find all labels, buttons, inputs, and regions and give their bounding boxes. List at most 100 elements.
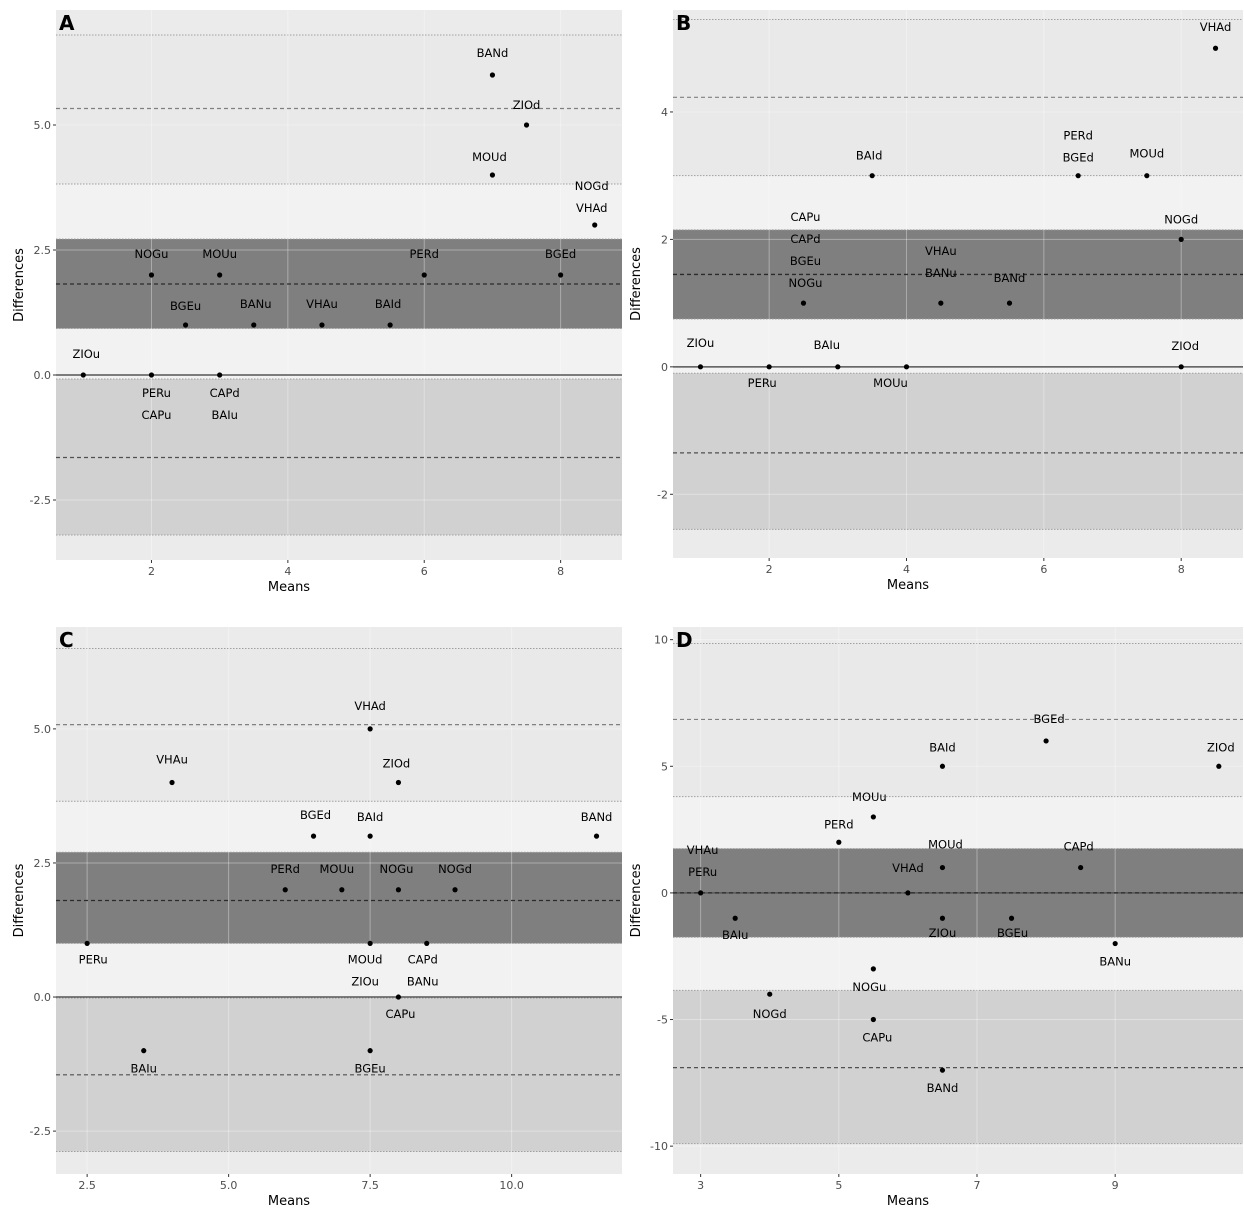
point-label: NOGu [789, 276, 823, 290]
y-tick-label: -5 [657, 1014, 668, 1027]
y-tick-label: 5 [661, 760, 668, 773]
point-label: BANu [240, 297, 272, 311]
point-label: VHAu [306, 297, 338, 311]
data-point [835, 364, 841, 370]
point-label: ZIOd [383, 757, 411, 771]
point-label: BAId [856, 149, 882, 163]
point-label: PERd [409, 247, 439, 261]
point-label: BAId [375, 297, 401, 311]
y-tick-label: -2.5 [30, 494, 51, 507]
point-label: PERu [688, 865, 717, 879]
x-tick-label: 4 [284, 565, 291, 578]
gap-band [56, 801, 622, 853]
point-label: BGEu [997, 926, 1028, 940]
data-point [310, 833, 317, 839]
point-label: MOUd [1130, 147, 1165, 161]
point-label: CAPu [862, 1031, 892, 1045]
x-axis-title: Means [887, 1194, 929, 1209]
data-point [339, 887, 345, 893]
panel-letter: C [59, 628, 74, 652]
point-label: BGEd [1063, 151, 1094, 165]
point-label: VHAu [925, 244, 957, 258]
x-tick-label: 6 [421, 565, 428, 578]
x-tick-label: 4 [903, 563, 910, 576]
data-point [1008, 915, 1015, 921]
panel-b: VHAd BAId PERd BGEd MOUd NOGd CAPu CAPd BGEu NOGu… [629, 10, 1243, 593]
data-point [217, 272, 223, 278]
data-point [367, 726, 373, 732]
y-axis-title: Differences [629, 863, 644, 937]
data-point [489, 72, 496, 78]
data-point [767, 991, 773, 997]
x-tick-label: 5.0 [220, 1179, 238, 1192]
data-point [395, 887, 402, 893]
data-point [593, 833, 600, 839]
data-point [1178, 364, 1184, 370]
data-point [1075, 173, 1081, 179]
data-point [367, 940, 373, 947]
data-point [698, 890, 704, 896]
data-point [367, 1048, 373, 1054]
data-point [421, 272, 427, 278]
x-axis-title: Means [268, 1194, 310, 1209]
point-label: BGEu [790, 254, 821, 268]
data-point [367, 833, 373, 839]
data-point [800, 300, 807, 306]
panel-c: VHAd VHAu ZIOd BGEd BAId BANd PERd MOUu NOGu NOGd… [12, 627, 622, 1209]
point-label: ZIOu [929, 926, 957, 940]
point-label: BANu [925, 266, 957, 280]
upper-loa-ci-band [673, 643, 1243, 797]
point-label: NOGd [575, 179, 609, 193]
point-label: ZIOd [1171, 339, 1199, 353]
point-label: VHAd [892, 861, 923, 875]
point-label: NOGu [852, 980, 886, 994]
data-point [558, 272, 564, 278]
x-tick-label: 9 [1112, 1179, 1119, 1192]
x-axis-title: Means [887, 578, 929, 593]
data-point [452, 887, 458, 893]
y-tick-label: 0.0 [34, 369, 52, 382]
data-point [424, 940, 430, 947]
x-axis-title: Means [268, 580, 310, 595]
point-label: BAId [357, 810, 383, 824]
point-label: NOGd [1164, 212, 1198, 226]
point-label: BGEd [300, 808, 331, 822]
data-point [870, 966, 876, 972]
data-point [523, 122, 530, 128]
data-point [836, 839, 842, 845]
data-point [148, 272, 155, 278]
point-label: BGEd [1034, 712, 1065, 726]
y-tick-label: -2.5 [30, 1125, 51, 1138]
y-tick-label: 2.5 [34, 857, 52, 870]
data-point [938, 300, 944, 306]
data-point [869, 173, 875, 179]
data-point [1144, 173, 1150, 179]
data-point [697, 364, 704, 370]
data-point [1216, 763, 1222, 769]
x-tick-label: 3 [697, 1179, 704, 1192]
mean-ci-band [56, 852, 622, 944]
y-tick-label: -10 [650, 1140, 668, 1153]
data-point [1078, 864, 1084, 871]
gap-band [673, 175, 1243, 230]
y-tick-label: 10 [654, 634, 668, 647]
x-tick-label: 10.0 [499, 1179, 524, 1192]
y-tick-label: 5.0 [34, 119, 52, 132]
x-tick-label: 5 [835, 1179, 842, 1192]
panel-a: BANd ZIOd MOUd NOGd VHAd NOGu MOUu PERd BGEd BGEu… [12, 10, 622, 595]
x-tick-label: 8 [557, 565, 564, 578]
point-label: MOUd [348, 952, 383, 966]
point-label: CAPd [210, 386, 240, 400]
point-label: VHAu [687, 843, 719, 857]
data-point [182, 322, 189, 328]
data-point [395, 779, 402, 786]
data-point [939, 1067, 946, 1073]
data-point [1112, 940, 1118, 947]
data-point [1212, 45, 1219, 51]
gap-band [56, 328, 622, 379]
y-tick-label: 0 [661, 887, 668, 900]
point-label: MOUd [472, 150, 507, 164]
data-point [387, 322, 393, 328]
point-label: VHAd [354, 699, 385, 713]
